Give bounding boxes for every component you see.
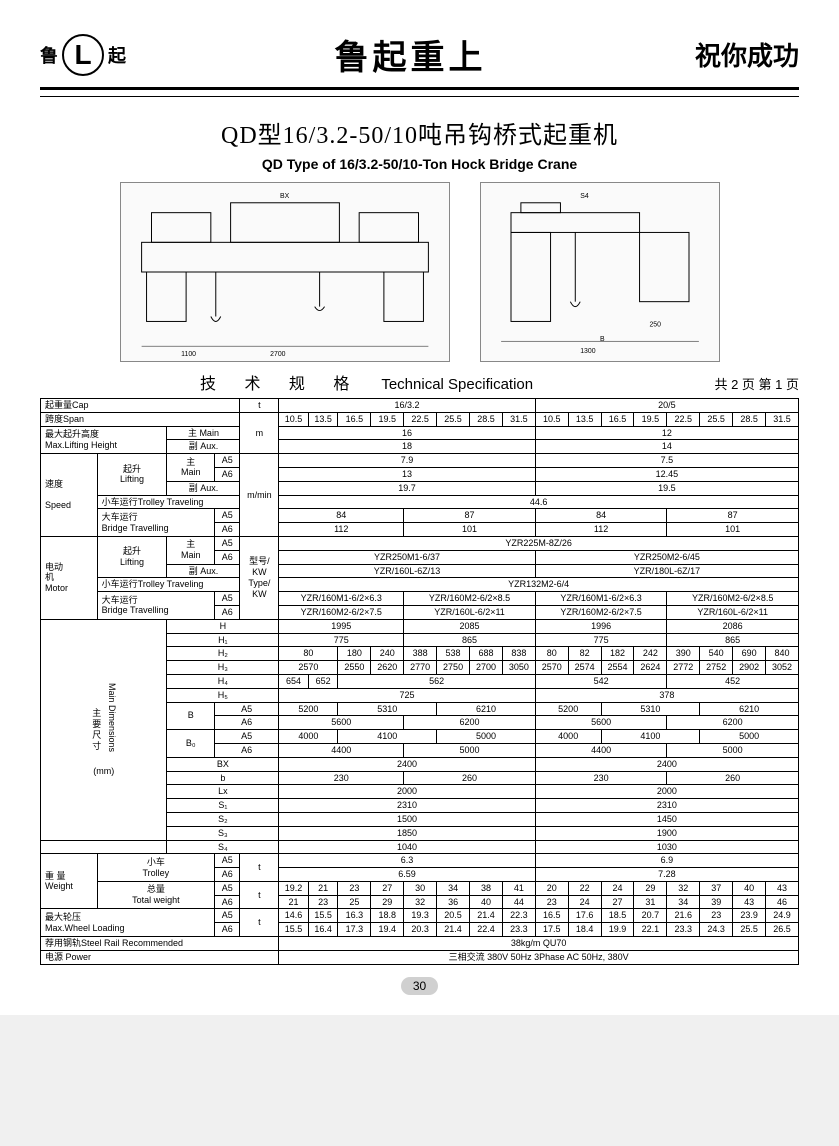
table-row: S₄ 10401030: [41, 840, 799, 854]
title-en: QD Type of 16/3.2-50/10-Ton Hock Bridge …: [40, 156, 799, 172]
svg-text:250: 250: [649, 321, 661, 328]
svg-text:B: B: [600, 336, 605, 343]
table-row: 跨度Span m 10.513.516.519.5 22.525.528.531…: [41, 412, 799, 426]
diagram-front: 1100 2700 BX: [120, 182, 450, 362]
page-header: 鲁 L 起 鲁起重上 祝你成功: [40, 30, 799, 90]
svg-text:1300: 1300: [580, 348, 596, 355]
spec-title-cn: 技 术 规 格: [200, 370, 361, 394]
brand-slogan: 祝你成功: [695, 36, 799, 73]
title-cn: QD型16/3.2-50/10吨吊钩桥式起重机: [40, 115, 799, 150]
table-row: 大车运行Bridge Travelling A5 8487 8487: [41, 509, 799, 523]
logo-ch-left: 鲁: [40, 42, 58, 68]
spec-title-en: Technical Specification: [381, 376, 533, 393]
spec-page-info: 共 2 页 第 1 页: [714, 374, 799, 393]
header-rule: [40, 96, 799, 97]
spec-table: 起重量Cap t 16/3.2 20/5 跨度Span m 10.513.516…: [40, 398, 799, 965]
page: 鲁 L 起 鲁起重上 祝你成功 QD型16/3.2-50/10吨吊钩桥式起重机 …: [0, 0, 839, 1015]
diagram-row: 1100 2700 BX 250 1300 S4 B: [40, 182, 799, 362]
brand-title: 鲁起重上: [334, 30, 486, 79]
table-row: 总量Total weight A5t 19.221232730343841 20…: [41, 881, 799, 895]
table-row: 小车运行Trolley Traveling YZR132M2-6/4: [41, 578, 799, 592]
table-row: 电源 Power 三相交流 380V 50Hz 3Phase AC 50Hz, …: [41, 950, 799, 964]
logo-icon: L: [62, 34, 104, 76]
table-row: 大车运行Bridge Travelling A5 YZR/160M1-6/2×6…: [41, 592, 799, 606]
svg-text:1100: 1100: [181, 351, 196, 358]
svg-text:BX: BX: [280, 193, 290, 200]
diagram-side: 250 1300 S4 B: [480, 182, 720, 362]
table-row: 电动机Motor 起升Lifting 主Main A5 型号/KWType/KW…: [41, 536, 799, 550]
table-row: 重 量Weight 小车Trolley A5t 6.36.9: [41, 854, 799, 868]
svg-text:S4: S4: [580, 193, 589, 200]
svg-text:2700: 2700: [270, 351, 286, 358]
table-row: 速度Speed 起升Lifting 主Main A5 m/min 7.97.5: [41, 454, 799, 468]
page-number: 30: [40, 977, 799, 995]
table-row: 荐用钢轨Steel Rail Recommended 38kg/m QU70: [41, 937, 799, 951]
table-row: 小车运行Trolley Traveling 44.6: [41, 495, 799, 509]
table-row: 起重量Cap t 16/3.2 20/5: [41, 399, 799, 413]
spec-header: 技 术 规 格 Technical Specification 共 2 页 第 …: [40, 370, 799, 394]
logo-block: 鲁 L 起: [40, 34, 126, 76]
table-row: 主要尺寸 Main Dimensions(mm) H 19952085 1996…: [41, 619, 799, 633]
logo-ch-right: 起: [108, 42, 126, 68]
table-row: 最大轮压Max.Wheel Loading A5t 14.615.516.318…: [41, 909, 799, 923]
table-row: 最大起升高度Max.Lifting Height 主 Main 1612: [41, 426, 799, 440]
